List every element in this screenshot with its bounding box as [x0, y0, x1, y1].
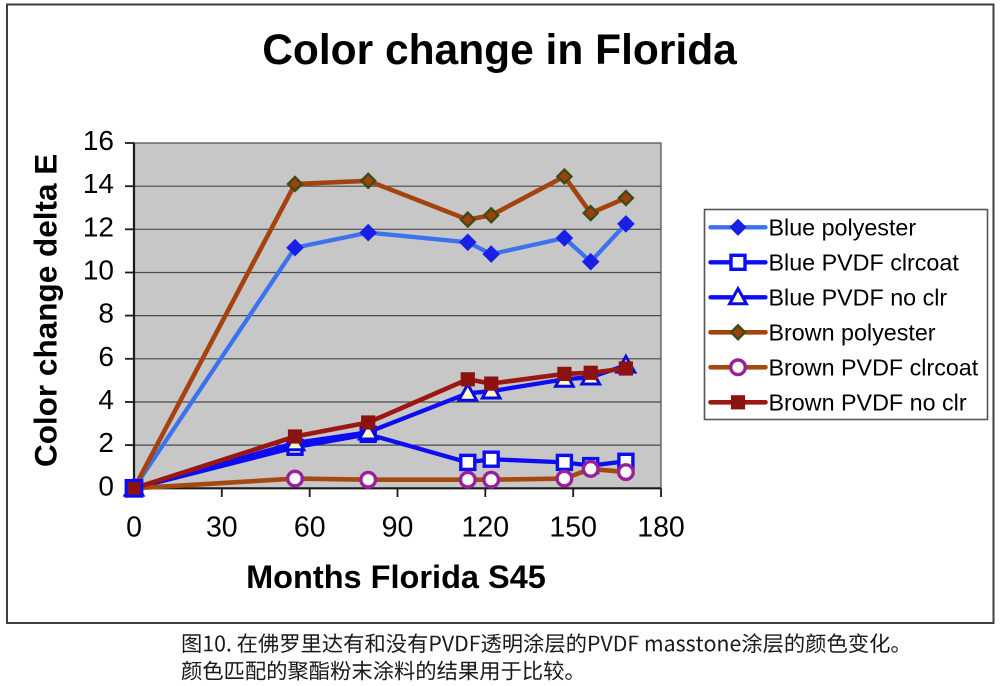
svg-text:Brown PVDF no clr: Brown PVDF no clr	[769, 390, 967, 416]
svg-text:12: 12	[83, 211, 114, 242]
svg-text:Brown polyester: Brown polyester	[769, 320, 936, 346]
svg-text:0: 0	[98, 470, 114, 501]
svg-text:90: 90	[382, 512, 414, 544]
svg-text:4: 4	[98, 384, 114, 415]
svg-text:8: 8	[98, 298, 114, 329]
svg-text:60: 60	[294, 512, 326, 544]
svg-text:0: 0	[126, 512, 142, 544]
svg-text:16: 16	[83, 125, 114, 156]
svg-text:14: 14	[83, 168, 114, 199]
svg-text:Blue polyester: Blue polyester	[769, 215, 917, 241]
svg-text:6: 6	[98, 341, 114, 372]
svg-text:180: 180	[637, 512, 685, 544]
svg-text:150: 150	[549, 512, 597, 544]
svg-text:Months Florida S45: Months Florida S45	[246, 559, 546, 595]
svg-text:Blue PVDF clrcoat: Blue PVDF clrcoat	[769, 250, 960, 276]
svg-text:Color change in Florida: Color change in Florida	[262, 27, 737, 74]
svg-text:Blue PVDF no clr: Blue PVDF no clr	[769, 285, 948, 311]
svg-text:30: 30	[206, 512, 238, 544]
svg-text:Color change delta E: Color change delta E	[28, 154, 64, 467]
svg-text:120: 120	[462, 512, 510, 544]
svg-text:2: 2	[98, 427, 114, 458]
svg-text:10: 10	[83, 255, 114, 286]
svg-text:Brown PVDF clrcoat: Brown PVDF clrcoat	[769, 355, 979, 381]
